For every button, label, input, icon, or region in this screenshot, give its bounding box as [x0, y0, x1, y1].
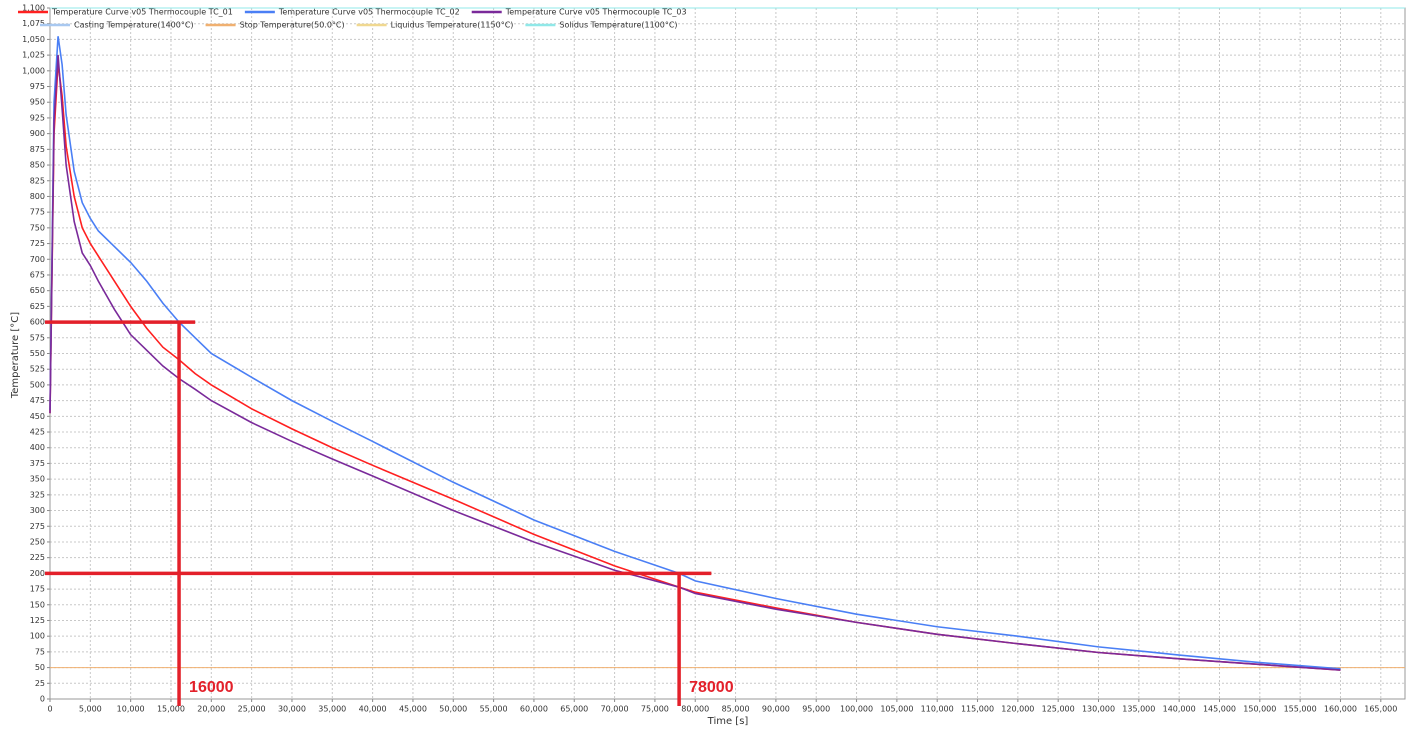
y-tick-label: 50 [35, 663, 45, 672]
x-tick-label: 130,000 [1082, 705, 1115, 714]
x-tick-label: 115,000 [961, 705, 994, 714]
y-tick-label: 775 [30, 208, 45, 217]
x-tick-label: 155,000 [1284, 705, 1317, 714]
x-tick-label: 10,000 [117, 705, 145, 714]
y-tick-label: 200 [30, 569, 45, 578]
y-tick-label: 1,100 [22, 4, 45, 13]
y-tick-label: 450 [30, 412, 45, 421]
annotation-label: 78000 [689, 679, 734, 696]
x-axis-title: Time [s] [707, 716, 749, 727]
y-tick-label: 525 [30, 365, 45, 374]
y-tick-label: 225 [30, 553, 45, 562]
x-tick-label: 85,000 [722, 705, 750, 714]
y-tick-label: 25 [35, 679, 45, 688]
legend-label: Liquidus Temperature(1150°C) [391, 21, 514, 30]
y-tick-label: 475 [30, 396, 45, 405]
y-tick-label: 625 [30, 302, 45, 311]
y-tick-label: 850 [30, 161, 45, 170]
y-tick-label: 125 [30, 616, 45, 625]
y-tick-label: 300 [30, 506, 45, 515]
y-tick-label: 950 [30, 98, 45, 107]
y-tick-label: 1,050 [22, 35, 45, 44]
x-tick-label: 105,000 [880, 705, 913, 714]
x-tick-label: 55,000 [480, 705, 508, 714]
x-tick-label: 5,000 [79, 705, 102, 714]
y-tick-label: 0 [40, 695, 45, 704]
x-tick-label: 100,000 [840, 705, 873, 714]
x-tick-label: 70,000 [601, 705, 629, 714]
y-tick-label: 800 [30, 192, 45, 201]
x-tick-label: 140,000 [1163, 705, 1196, 714]
y-tick-label: 750 [30, 223, 45, 232]
x-tick-label: 25,000 [238, 705, 266, 714]
x-tick-label: 30,000 [278, 705, 306, 714]
y-tick-label: 550 [30, 349, 45, 358]
y-tick-label: 925 [30, 113, 45, 122]
x-tick-label: 50,000 [439, 705, 467, 714]
x-tick-label: 150,000 [1243, 705, 1276, 714]
y-tick-label: 350 [30, 475, 45, 484]
x-tick-label: 90,000 [762, 705, 790, 714]
temperature-curve [49, 63, 1341, 671]
legend-label: Temperature Curve v05 Thermocouple TC_02 [278, 8, 460, 17]
y-tick-label: 375 [30, 459, 45, 468]
legend-label: Temperature Curve v05 Thermocouple TC_01 [51, 8, 233, 17]
x-tick-label: 160,000 [1324, 705, 1357, 714]
x-tick-label: 65,000 [560, 705, 588, 714]
y-tick-label: 150 [30, 600, 45, 609]
y-tick-label: 875 [30, 145, 45, 154]
x-tick-label: 60,000 [520, 705, 548, 714]
y-tick-label: 400 [30, 443, 45, 452]
x-tick-label: 15,000 [157, 705, 185, 714]
y-tick-label: 900 [30, 129, 45, 138]
x-tick-label: 0 [47, 705, 52, 714]
y-tick-label: 675 [30, 270, 45, 279]
y-tick-label: 500 [30, 380, 45, 389]
x-tick-label: 125,000 [1042, 705, 1075, 714]
y-tick-label: 275 [30, 522, 45, 531]
x-tick-label: 35,000 [318, 705, 346, 714]
y-tick-label: 600 [30, 318, 45, 327]
legend-label: Solidus Temperature(1100°C) [559, 21, 677, 30]
y-tick-label: 250 [30, 537, 45, 546]
x-tick-label: 75,000 [641, 705, 669, 714]
temperature-curve [49, 36, 1341, 670]
y-tick-label: 100 [30, 632, 45, 641]
y-tick-label: 1,075 [22, 19, 45, 28]
temperature-curve [49, 55, 1341, 671]
y-tick-label: 975 [30, 82, 45, 91]
x-tick-label: 145,000 [1203, 705, 1236, 714]
legend-label: Casting Temperature(1400°C) [74, 21, 194, 30]
x-tick-label: 120,000 [1001, 705, 1034, 714]
y-tick-label: 75 [35, 647, 45, 656]
y-tick-label: 650 [30, 286, 45, 295]
x-tick-label: 95,000 [802, 705, 830, 714]
y-tick-label: 175 [30, 585, 45, 594]
y-tick-label: 1,025 [22, 51, 45, 60]
y-tick-label: 725 [30, 239, 45, 248]
x-tick-label: 80,000 [681, 705, 709, 714]
y-tick-label: 575 [30, 333, 45, 342]
legend-label: Temperature Curve v05 Thermocouple TC_03 [505, 8, 687, 17]
x-tick-label: 40,000 [359, 705, 387, 714]
y-tick-label: 325 [30, 490, 45, 499]
x-tick-label: 110,000 [921, 705, 954, 714]
y-tick-label: 1,000 [22, 66, 45, 75]
x-tick-label: 45,000 [399, 705, 427, 714]
y-axis-title: Temperature [°C] [10, 312, 21, 399]
y-tick-label: 700 [30, 255, 45, 264]
annotation-label: 16000 [189, 679, 234, 696]
y-tick-label: 825 [30, 176, 45, 185]
legend-label: Stop Temperature(50.0°C) [240, 21, 345, 30]
x-tick-label: 165,000 [1364, 705, 1397, 714]
x-tick-label: 20,000 [197, 705, 225, 714]
x-tick-label: 135,000 [1122, 705, 1155, 714]
y-tick-label: 425 [30, 428, 45, 437]
